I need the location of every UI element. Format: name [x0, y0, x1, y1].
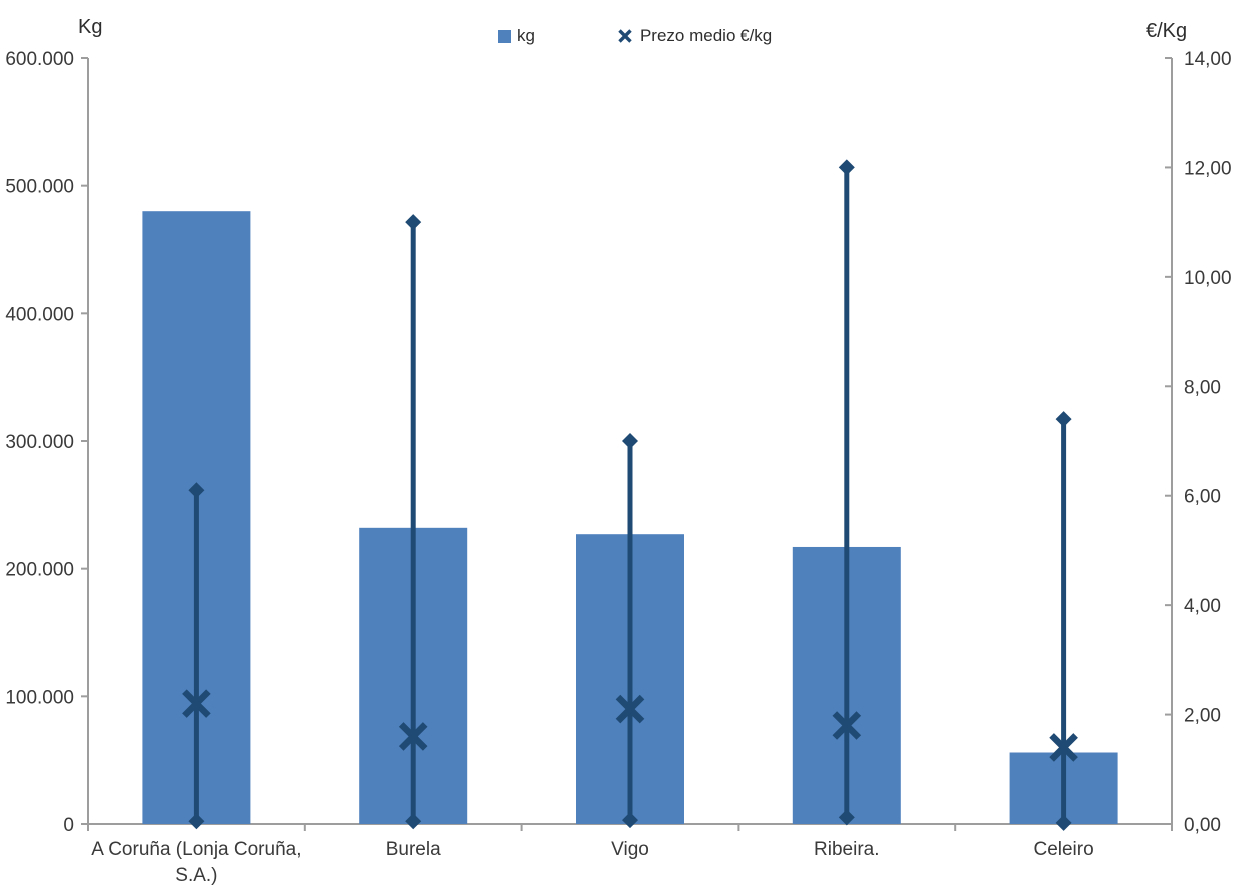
category-label: Ribeira.: [814, 839, 879, 860]
left-axis-tick-label: 500.000: [5, 177, 74, 198]
price-mean-marker: [1049, 733, 1078, 762]
right-axis-tick-label: 0,00: [1184, 815, 1221, 836]
kg-series-swatch-icon: [498, 29, 511, 43]
x-marker-icon: [618, 29, 632, 43]
right-axis-tick-label: 8,00: [1184, 377, 1221, 398]
price-max-marker: [838, 159, 855, 176]
right-axis-tick-label: 6,00: [1184, 487, 1221, 508]
right-axis-title: €/Kg: [1146, 20, 1188, 42]
left-axis-tick-label: 100.000: [5, 687, 74, 708]
right-axis-tick-label: 2,00: [1184, 706, 1221, 727]
right-axis-tick-label: 14,00: [1184, 49, 1232, 70]
right-axis-tick-label: 10,00: [1184, 268, 1232, 289]
price-mean-marker: [182, 689, 211, 718]
category-label: Vigo: [611, 839, 649, 860]
price-mean-marker: [615, 694, 645, 724]
left-axis-title: Kg: [78, 16, 103, 38]
left-axis-tick-label: 300.000: [5, 432, 74, 453]
legend-item-kg: kg: [498, 26, 535, 46]
left-axis-tick-label: 200.000: [5, 560, 74, 581]
legend-label-price: Prezo medio €/kg: [639, 26, 773, 45]
legend-label-kg: kg: [517, 26, 535, 45]
legend: kg Prezo medio €/kg: [498, 26, 772, 46]
left-axis-tick-label: 600.000: [5, 49, 74, 70]
left-axis-tick-label: 0: [63, 815, 74, 836]
price-mean-marker: [398, 722, 428, 751]
category-label: Burela: [386, 839, 441, 860]
price-min-marker: [188, 813, 205, 830]
price-min-marker: [405, 813, 422, 830]
price-min-marker: [1055, 814, 1072, 831]
category-label: A Coruña (Lonja Coruña,: [91, 839, 301, 860]
price-max-marker: [1055, 411, 1072, 428]
price-mean-marker: [832, 711, 862, 740]
left-axis-tick-label: 400.000: [5, 304, 74, 325]
price-max-marker: [622, 433, 638, 449]
right-axis-tick-label: 12,00: [1184, 158, 1232, 179]
right-axis-tick-label: 4,00: [1184, 596, 1221, 617]
legend-item-price: Prezo medio €/kg: [617, 26, 772, 46]
price-max-marker: [188, 482, 205, 499]
price-min-marker: [838, 809, 855, 826]
category-label: S.A.): [175, 865, 217, 886]
price-max-marker: [405, 214, 422, 231]
price-min-marker: [622, 812, 638, 829]
category-label: Celeiro: [1033, 839, 1093, 860]
